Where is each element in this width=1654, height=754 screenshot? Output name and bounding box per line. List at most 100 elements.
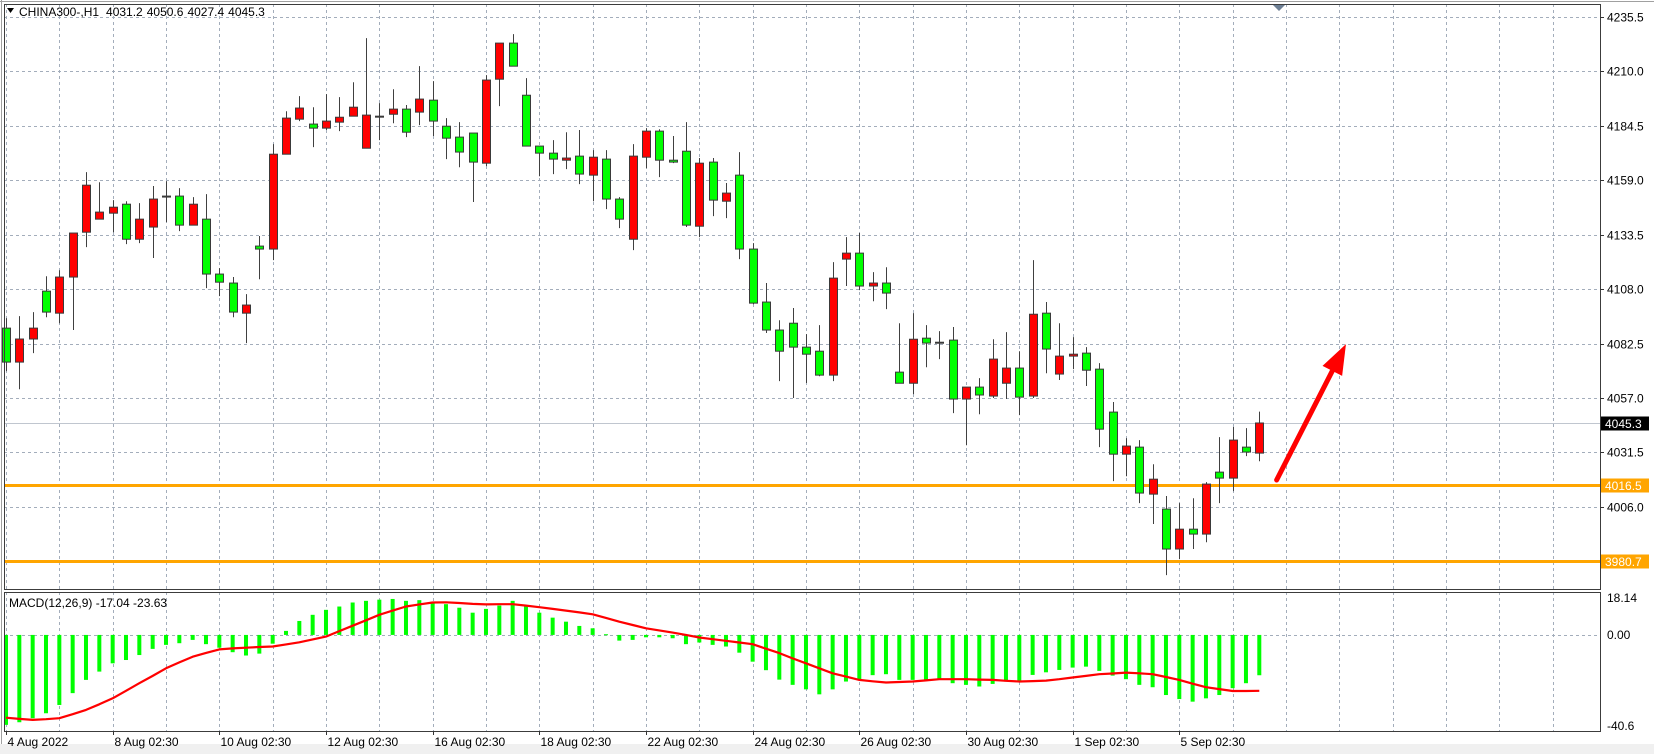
axes: 4235.5 4210.0 4184.5 4159.0 4133.5 4108.0 4082… (6, 11, 1649, 749)
indicator-panel-border (4, 592, 1601, 732)
bullish-candle (295, 107, 304, 120)
macd-histogram-bar (830, 634, 835, 690)
macd-histogram-bar (1083, 634, 1088, 667)
macd-histogram-bar (563, 621, 568, 635)
bullish-candle (15, 338, 24, 363)
macd-histogram-bar (470, 612, 475, 635)
bearish-candle (1109, 411, 1118, 455)
bearish-candle (429, 99, 438, 122)
macd-histogram-bar (1017, 634, 1022, 682)
bearish-candle (882, 282, 891, 294)
bearish-candle (402, 108, 411, 133)
macd-histogram-bar (1203, 634, 1208, 699)
bearish-candle (1082, 352, 1091, 371)
grid (4, 4, 1600, 731)
bearish-candle (655, 130, 664, 161)
macd-histogram-bar (377, 599, 382, 635)
bullish-candle (1229, 439, 1238, 479)
macd-histogram-bar (1070, 634, 1075, 668)
ohlc-low: 4027.4 (187, 5, 224, 19)
macd-histogram-bar (217, 634, 222, 648)
bearish-candle (1215, 471, 1224, 479)
macd-histogram-bar (617, 634, 622, 641)
bullish-candle (162, 195, 171, 198)
triangle-down-icon[interactable] (7, 8, 14, 13)
bullish-candle (109, 206, 118, 214)
macd-histogram-bar (1043, 634, 1048, 673)
ohlc-close: 4045.3 (228, 5, 265, 19)
macd-histogram-bar (1110, 634, 1115, 676)
bearish-candle (229, 282, 238, 313)
arrow-up-icon[interactable] (1322, 344, 1346, 376)
bullish-candle (829, 277, 838, 376)
bearish-candle (522, 94, 531, 147)
macd-histogram-bar (337, 606, 342, 635)
bullish-candle (1002, 367, 1011, 384)
bullish-candle (95, 211, 104, 220)
symbol-ohlc-text: CHINA300-,H1 4031.2 4050.6 4027.4 4045.3 (19, 5, 265, 19)
macd-histogram-bar (670, 634, 675, 639)
bearish-candle (42, 290, 51, 313)
macd-histogram-bar (137, 634, 142, 656)
bearish-candle (575, 155, 584, 175)
bullish-candle (389, 108, 398, 115)
macd-histogram-bar (763, 634, 768, 671)
bearish-candle (602, 158, 611, 200)
macd-histogram-bar (163, 634, 168, 645)
macd-histogram-bar (1150, 634, 1155, 688)
price-tick-label: 4210.0 (1607, 65, 1644, 79)
arrow-shaft[interactable] (1274, 368, 1335, 483)
bullish-candle (1029, 313, 1038, 397)
macd-histogram-bar (283, 630, 288, 635)
macd-histogram-bar (883, 634, 888, 675)
macd-label: MACD(12,26,9) -17.04 -23.63 (9, 596, 167, 610)
status-strip (0, 744, 1654, 754)
macd-histogram-bar (70, 634, 75, 694)
bullish-candle (55, 276, 64, 314)
macd-histogram-bar (1137, 634, 1142, 685)
bearish-candle (615, 198, 624, 220)
annotations[interactable] (1273, 5, 1346, 483)
macd-axis-label: 0.00 (1607, 628, 1631, 642)
bullish-candle (629, 155, 638, 240)
price-tick-label: 4006.0 (1607, 501, 1644, 515)
macd-histogram-bar (683, 634, 688, 645)
macd-histogram-bar (1003, 634, 1008, 682)
time-tick-label: 10 Aug 02:30 (221, 735, 292, 749)
macd-indicator (4, 598, 1262, 725)
bullish-candle (909, 338, 918, 384)
bearish-candle (215, 273, 224, 283)
bearish-candle (509, 42, 518, 67)
time-tick-label: 30 Aug 02:30 (968, 735, 1039, 749)
bearish-candle (815, 350, 824, 376)
bullish-candle (82, 184, 91, 233)
horizontal-levels[interactable] (4, 423, 1600, 563)
bearish-candle (1135, 446, 1144, 494)
macd-histogram-bar (177, 634, 182, 644)
price-tick-label: 4031.5 (1607, 446, 1644, 460)
bearish-candle (1162, 508, 1171, 550)
bearish-candle (669, 159, 678, 163)
macd-histogram-bar (657, 634, 662, 638)
macd-histogram-bar (590, 628, 595, 635)
bullish-candle (322, 120, 331, 129)
macd-histogram-bar (403, 600, 408, 635)
macd-histogram-bar (83, 634, 88, 680)
macd-histogram-bar (497, 605, 502, 635)
bullish-candle (1255, 422, 1264, 454)
bullish-candle (149, 198, 158, 228)
macd-histogram-bar (457, 607, 462, 635)
bullish-candle (1069, 353, 1078, 357)
macd-histogram-bar (737, 634, 742, 653)
macd-histogram-bar (750, 634, 755, 662)
macd-histogram-bar (857, 634, 862, 680)
symbol-timeframe: CHINA300-,H1 (19, 5, 99, 19)
bullish-candle (842, 252, 851, 260)
macd-histogram-bar (817, 634, 822, 695)
macd-histogram-bar (1217, 634, 1222, 696)
bearish-candle (1189, 528, 1198, 535)
macd-histogram-bar (1243, 634, 1248, 684)
chart-shift-marker-icon[interactable] (1273, 5, 1285, 11)
bullish-candle (695, 162, 704, 227)
